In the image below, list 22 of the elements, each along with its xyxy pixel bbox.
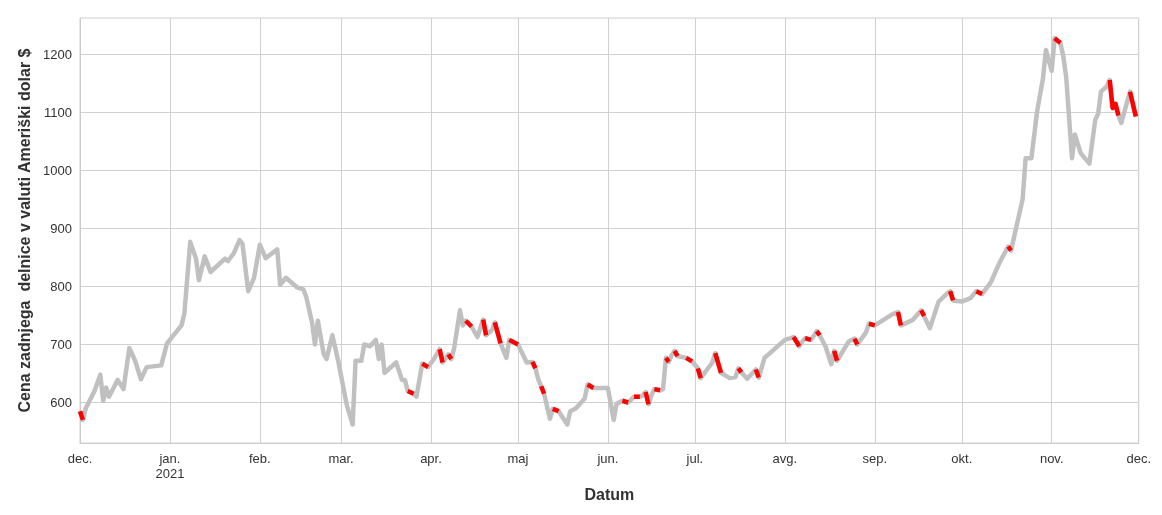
- y-tick-label: 800: [50, 279, 72, 295]
- x-tick-label: maj: [507, 451, 529, 467]
- x-tick-label: mar.: [328, 451, 354, 467]
- y-tick-label: 1100: [44, 105, 72, 121]
- x-tick-label: apr.: [420, 451, 442, 467]
- y-axis-title: Cena zadnjega delnice v valuti Ameriški dolar $: [15, 48, 33, 413]
- x-tick-label: nov.: [1039, 451, 1064, 467]
- x-tick-label: dec.: [67, 451, 93, 467]
- y-tick-label: 900: [50, 221, 72, 237]
- y-tick-label: 1000: [43, 163, 72, 179]
- x-axis-title: Datum: [584, 485, 635, 503]
- x-tick-label: okt.: [951, 451, 973, 467]
- y-tick-label: 1200: [43, 47, 72, 63]
- y-tick-label: 700: [50, 337, 72, 353]
- x-tick-label: sep.: [862, 451, 888, 467]
- x-tick-label: feb.: [248, 451, 271, 467]
- x-tick-label: jan. 2021: [155, 451, 185, 482]
- y-tick-label: 600: [50, 395, 72, 410]
- x-tick-label: avg.: [772, 451, 798, 467]
- x-tick-label: dec.: [1126, 451, 1151, 467]
- x-tick-label: jul.: [685, 451, 704, 467]
- x-tick-label: jun.: [596, 451, 619, 467]
